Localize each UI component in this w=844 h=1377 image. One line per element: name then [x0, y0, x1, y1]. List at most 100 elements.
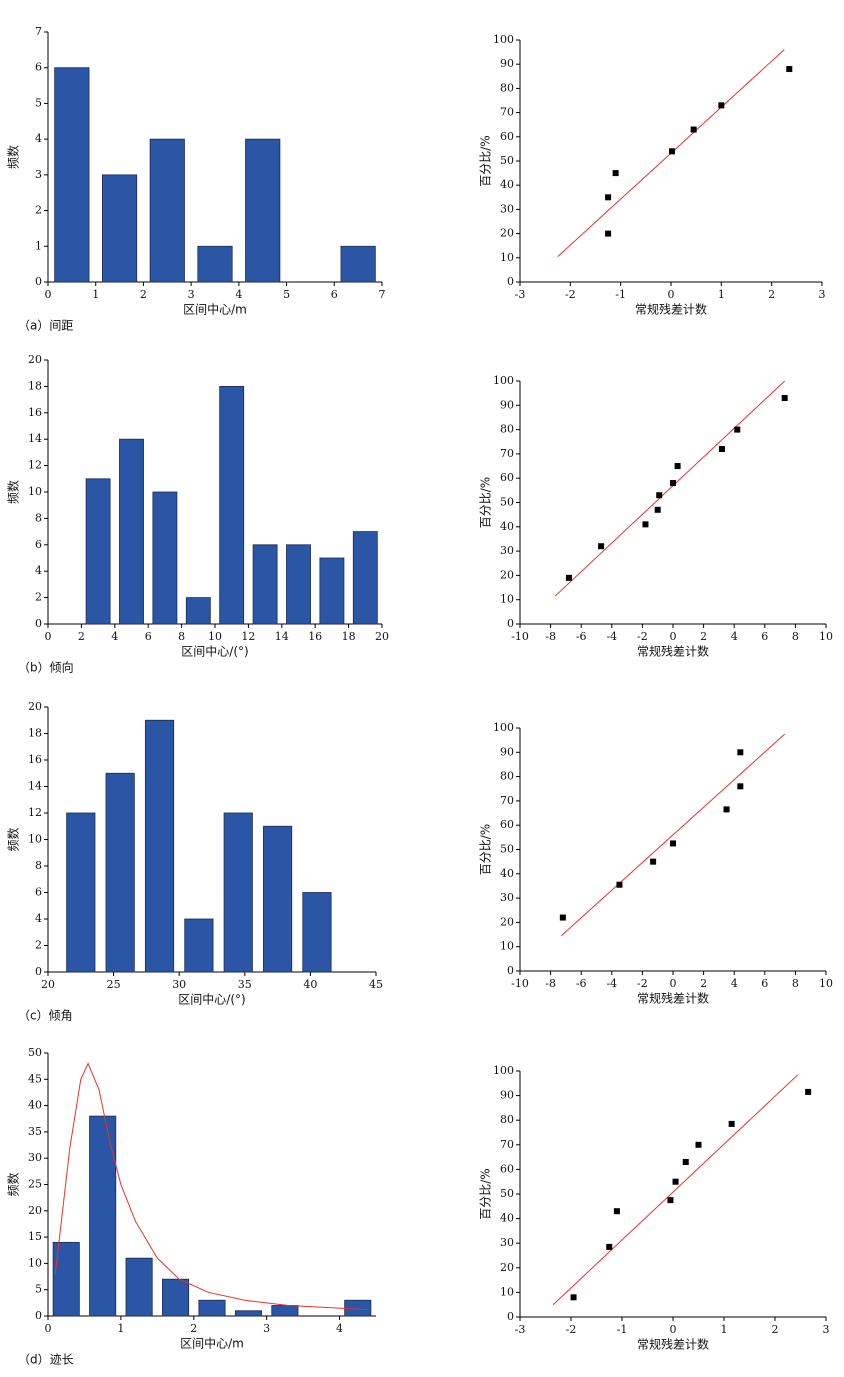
y-tick-label: 30 [28, 1151, 42, 1164]
y-axis-label: 百分比/% [479, 477, 493, 528]
y-tick-label: 18 [28, 727, 42, 740]
point [669, 148, 676, 155]
y-tick-label: 30 [500, 1236, 514, 1249]
y-tick-label: 60 [500, 130, 514, 143]
x-tick-label: -4 [606, 977, 617, 990]
bar [352, 531, 378, 625]
x-tick-label: 10 [819, 977, 833, 990]
y-axis-label: 频数 [6, 480, 21, 504]
y-axis-label: 频数 [6, 145, 21, 169]
y-tick-label: 15 [28, 1230, 42, 1243]
x-tick-label: -8 [545, 630, 556, 643]
y-tick-label: 4 [35, 912, 42, 925]
x-tick-label: -2 [637, 630, 648, 643]
y-tick-label: 2 [35, 204, 42, 217]
y-tick-label: 20 [500, 568, 514, 581]
point [654, 506, 661, 513]
bar [223, 812, 253, 973]
x-tick-label: 3 [823, 1323, 830, 1336]
y-tick-label: 30 [500, 544, 514, 557]
bar [219, 385, 245, 625]
point [781, 395, 788, 402]
y-tick-label: 20 [500, 1261, 514, 1274]
bar [162, 1278, 190, 1317]
y-tick-label: 70 [500, 447, 514, 460]
x-tick-label: 2 [78, 630, 85, 643]
y-tick-label: 80 [500, 81, 514, 94]
x-tick-label: 4 [731, 977, 738, 990]
x-tick-label: 6 [761, 630, 768, 643]
bar [234, 1310, 262, 1317]
x-axis-label: 常规残差计数 [637, 991, 709, 1006]
x-tick-label: 0 [670, 630, 677, 643]
y-tick-label: 10 [28, 833, 42, 846]
y-tick-label: 0 [507, 275, 514, 288]
x-tick-label: 4 [111, 630, 118, 643]
x-tick-label: -3 [515, 1323, 526, 1336]
x-tick-label: -3 [515, 288, 526, 301]
y-tick-label: 10 [500, 940, 514, 953]
bar [271, 1305, 299, 1317]
bar [54, 67, 90, 283]
y-tick-label: 100 [493, 33, 514, 46]
x-tick-label: 20 [375, 630, 389, 643]
bar [184, 918, 214, 973]
y-tick-label: 0 [35, 965, 42, 978]
y-tick-label: 30 [500, 202, 514, 215]
y-tick-label: 90 [500, 398, 514, 411]
x-tick-label: 0 [668, 288, 675, 301]
y-tick-label: 50 [500, 496, 514, 509]
y-tick-label: 40 [500, 520, 514, 533]
y-tick-label: 100 [493, 374, 514, 387]
y-tick-label: 20 [28, 1204, 42, 1217]
x-tick-label: 3 [263, 1322, 270, 1335]
y-tick-label: 35 [28, 1125, 42, 1138]
x-tick-label: 1 [718, 288, 725, 301]
x-tick-label: 6 [761, 977, 768, 990]
x-tick-label: 25 [107, 978, 121, 991]
bar [286, 544, 311, 625]
y-tick-label: 8 [35, 511, 42, 524]
point [674, 463, 681, 470]
x-tick-label: 40 [303, 978, 317, 991]
y-tick-label: 12 [28, 459, 42, 472]
y-axis-label: 频数 [6, 1172, 21, 1196]
point [642, 521, 649, 528]
fit-line [554, 380, 786, 597]
bar [198, 1299, 226, 1317]
point [670, 840, 676, 847]
y-tick-label: 16 [28, 753, 42, 766]
y-tick-label: 6 [35, 538, 42, 551]
y-tick-label: 0 [507, 1310, 514, 1323]
y-tick-label: 10 [500, 251, 514, 264]
x-tick-label: 1 [92, 288, 99, 301]
bar [245, 138, 281, 283]
bar [52, 1241, 80, 1317]
bar [105, 772, 135, 973]
x-tick-label: 18 [342, 630, 356, 643]
y-tick-label: 4 [35, 132, 42, 145]
caption: （c）倾角 [18, 1009, 73, 1023]
caption: （d）迹长 [18, 1353, 74, 1367]
x-tick-label: 0 [45, 630, 52, 643]
fit-line [560, 733, 786, 937]
x-tick-label: 1 [117, 1322, 124, 1335]
y-tick-label: 100 [493, 721, 514, 734]
y-tick-label: 60 [500, 471, 514, 484]
y-axis-label: 频数 [6, 827, 21, 851]
y-tick-label: 50 [500, 843, 514, 856]
bar [125, 1257, 153, 1317]
y-tick-label: 10 [28, 1256, 42, 1269]
y-tick-label: 14 [28, 780, 42, 793]
y-tick-label: 6 [35, 61, 42, 74]
y-tick-label: 80 [500, 770, 514, 783]
y-tick-label: 20 [500, 915, 514, 928]
y-tick-label: 0 [507, 964, 514, 977]
x-tick-label: 12 [241, 630, 255, 643]
x-tick-label: 2 [140, 288, 147, 301]
x-tick-label: 0 [45, 288, 52, 301]
x-tick-label: 1 [721, 1323, 728, 1336]
x-tick-label: 4 [235, 288, 242, 301]
y-axis-label: 百分比/% [479, 824, 493, 875]
